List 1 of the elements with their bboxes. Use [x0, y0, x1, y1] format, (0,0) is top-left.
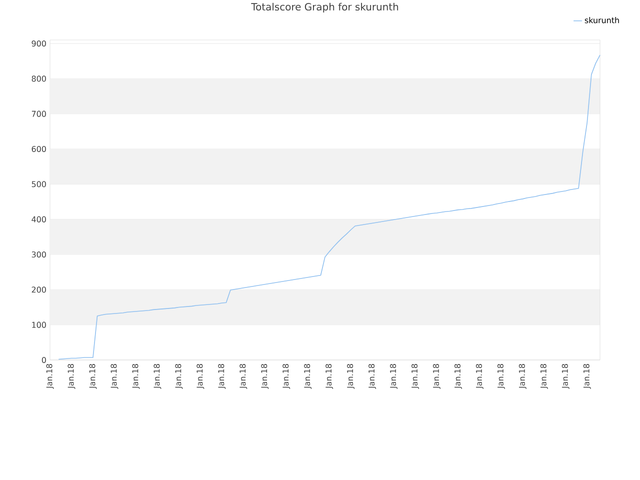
chart-title: Totalscore Graph for skurunth — [251, 2, 398, 12]
